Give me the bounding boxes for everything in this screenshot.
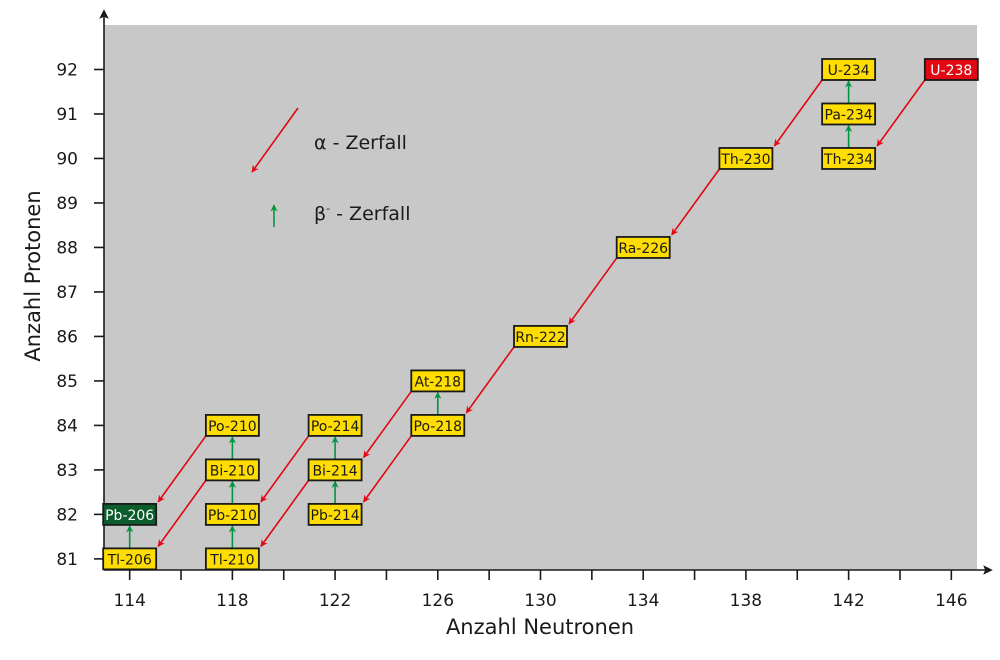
x-tick-label: 130 bbox=[524, 591, 556, 611]
nuclide-box bbox=[204, 414, 260, 437]
alpha-decay-arrow bbox=[260, 435, 310, 503]
nuclide-box bbox=[307, 414, 363, 437]
nuclide-box bbox=[307, 458, 363, 482]
nuclide-label: U-238 bbox=[930, 63, 972, 79]
nuclide-label: Bi-214 bbox=[312, 463, 357, 479]
nuclide-rn-222: Rn-222 bbox=[513, 325, 568, 348]
alpha-decay-arrow bbox=[568, 257, 618, 325]
y-tick-label: 83 bbox=[56, 461, 78, 481]
alpha-decay-arrow bbox=[157, 479, 207, 547]
y-tick-label: 87 bbox=[56, 283, 78, 303]
y-tick-label: 86 bbox=[56, 327, 78, 347]
nuclide-box bbox=[204, 502, 260, 526]
alpha-decay-arrow bbox=[671, 168, 721, 236]
nuclide-label: Tl-206 bbox=[107, 552, 152, 568]
alpha-decay-arrow bbox=[260, 479, 310, 547]
y-tick-label: 92 bbox=[56, 60, 78, 80]
x-tick-label: 118 bbox=[216, 591, 248, 611]
nuclide-label: Th-234 bbox=[823, 152, 873, 168]
legend-beta-label: β- - Zerfall bbox=[314, 202, 410, 225]
y-tick-label: 91 bbox=[56, 105, 78, 125]
nuclide-label: Po-218 bbox=[414, 419, 463, 435]
nuclide-bi-214: Bi-214 bbox=[307, 458, 363, 482]
y-tick-label: 89 bbox=[56, 194, 78, 214]
nuclide-box bbox=[615, 236, 671, 259]
nuclide-label: Pb-214 bbox=[311, 508, 360, 524]
nuclide-po-210: Po-210 bbox=[204, 414, 260, 437]
nuclide-label: Tl-210 bbox=[209, 552, 254, 568]
nuclide-box bbox=[513, 325, 568, 348]
legend-alpha-arrow bbox=[251, 107, 299, 173]
nuclide-label: Pb-206 bbox=[105, 508, 154, 524]
nuclide-label: Ra-226 bbox=[618, 241, 668, 257]
nuclide-label: Po-214 bbox=[311, 419, 360, 435]
x-tick-label: 138 bbox=[730, 591, 762, 611]
nuclide-pb-206: Pb-206 bbox=[102, 502, 158, 526]
x-tick-label: 142 bbox=[832, 591, 864, 611]
nuclide-label: U-234 bbox=[828, 63, 870, 79]
x-tick-label: 134 bbox=[627, 591, 659, 611]
nuclide-label: Rn-222 bbox=[515, 330, 565, 346]
alpha-decay-arrow bbox=[362, 390, 412, 458]
nuclide-pb-210: Pb-210 bbox=[204, 502, 260, 526]
nuclide-box bbox=[204, 547, 260, 571]
nuclide-th-234: Th-234 bbox=[821, 147, 877, 170]
x-tick-label: 146 bbox=[935, 591, 967, 611]
nuclide-label: At-218 bbox=[414, 374, 461, 390]
nuclide-ra-226: Ra-226 bbox=[615, 236, 671, 259]
x-tick-label: 126 bbox=[422, 591, 454, 611]
nuclide-po-218: Po-218 bbox=[410, 414, 466, 437]
alpha-decay-arrow bbox=[876, 79, 926, 147]
alpha-decay-arrow bbox=[773, 79, 823, 147]
x-tick-label: 114 bbox=[113, 591, 145, 611]
nuclide-u-234: U-234 bbox=[821, 58, 877, 81]
y-tick-label: 81 bbox=[56, 550, 78, 570]
alpha-decay-arrow bbox=[465, 346, 515, 414]
legend-alpha-label: α - Zerfall bbox=[314, 132, 407, 154]
nuclide-box bbox=[821, 58, 877, 81]
nuclide-box bbox=[307, 502, 363, 526]
nuclide-box bbox=[102, 502, 158, 526]
nuclide-box bbox=[410, 369, 466, 393]
y-tick-label: 82 bbox=[56, 505, 78, 525]
nuclide-label: Pb-210 bbox=[208, 508, 257, 524]
nuclide-tl-206: Tl-206 bbox=[102, 547, 158, 571]
nuclide-th-230: Th-230 bbox=[718, 147, 774, 170]
y-tick-label: 88 bbox=[56, 238, 78, 258]
nuclide-label: Th-230 bbox=[720, 152, 770, 168]
nuclide-box bbox=[821, 102, 877, 126]
nuclide-box bbox=[410, 414, 466, 437]
legend: α - Zerfall β- - Zerfall bbox=[251, 107, 410, 227]
nuclide-box bbox=[102, 547, 158, 571]
alpha-decay-arrow bbox=[157, 435, 207, 503]
nuclide-u-238: U-238 bbox=[923, 58, 979, 81]
y-axis-label: Anzahl Protonen bbox=[21, 190, 45, 361]
nuclide-tl-210: Tl-210 bbox=[204, 547, 260, 571]
nuclide-pa-234: Pa-234 bbox=[821, 102, 877, 126]
nuclide-po-214: Po-214 bbox=[307, 414, 363, 437]
nuclide-label: Pa-234 bbox=[825, 107, 873, 123]
x-axis-label: Anzahl Neutronen bbox=[446, 615, 634, 639]
nuclide-bi-210: Bi-210 bbox=[204, 458, 260, 482]
nuclide-box bbox=[923, 58, 979, 81]
alpha-decay-arrow bbox=[362, 435, 412, 503]
nuclide-label: Po-210 bbox=[208, 419, 257, 435]
y-tick-label: 84 bbox=[56, 416, 78, 436]
x-tick-label: 122 bbox=[319, 591, 351, 611]
nuclide-box bbox=[821, 147, 877, 170]
nuclide-label: Bi-210 bbox=[210, 463, 255, 479]
y-tick-label: 90 bbox=[56, 149, 78, 169]
nuclide-box bbox=[718, 147, 774, 170]
nuclide-at-218: At-218 bbox=[410, 369, 466, 393]
nuclide-box bbox=[204, 458, 260, 482]
y-tick-label: 85 bbox=[56, 372, 78, 392]
nuclide-pb-214: Pb-214 bbox=[307, 502, 363, 526]
